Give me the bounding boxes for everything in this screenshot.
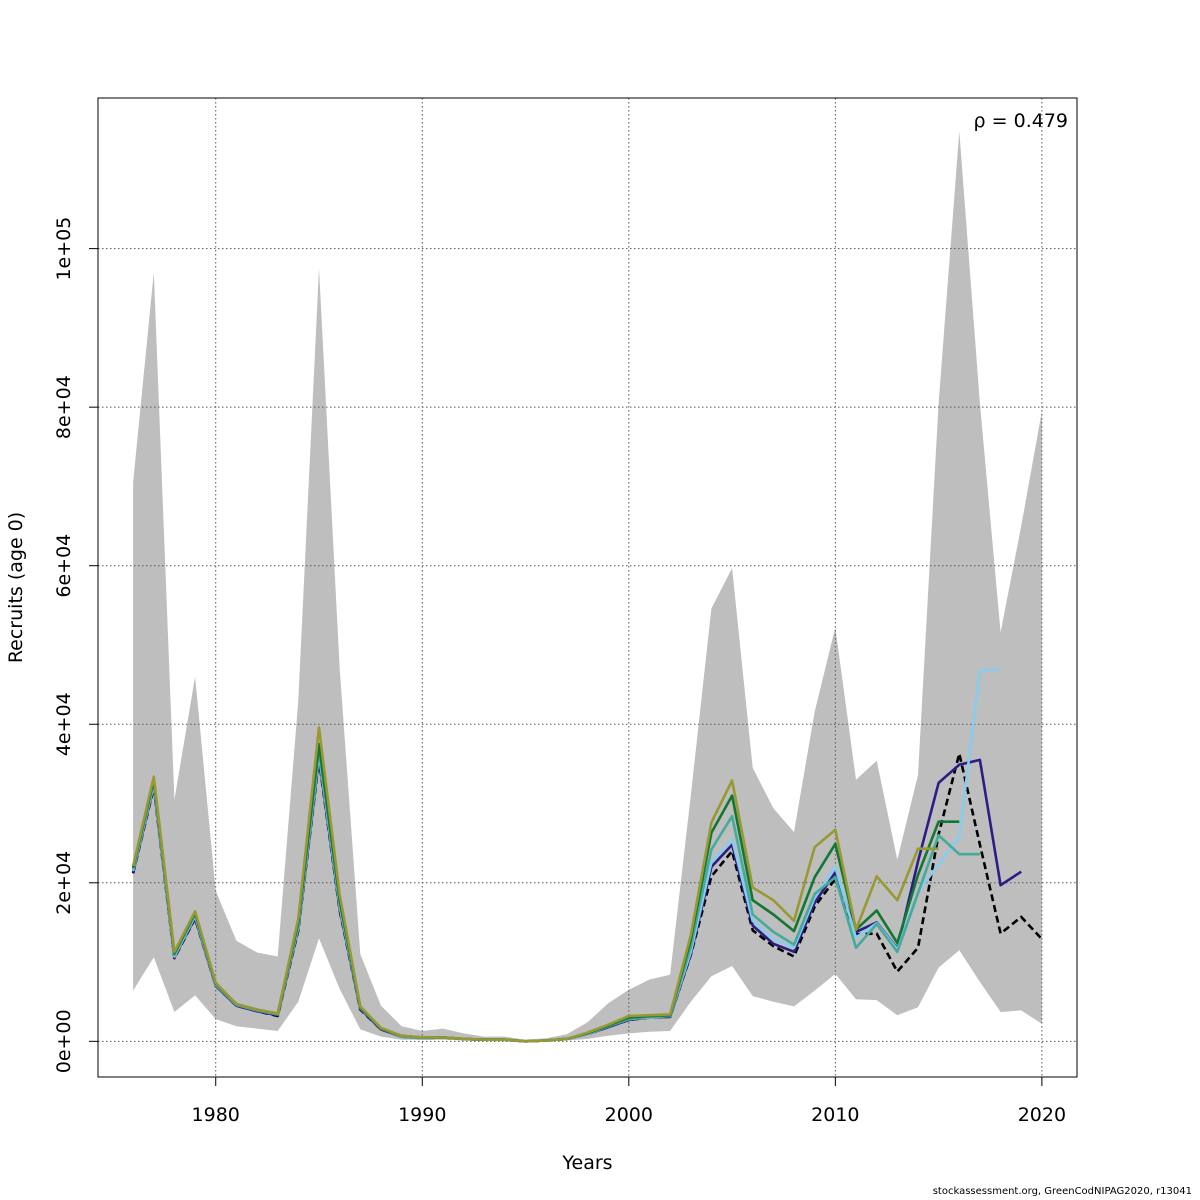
series-layer <box>131 667 1043 1043</box>
x-axis-title: Years <box>561 1152 612 1174</box>
x-tick-label: 1990 <box>398 1104 446 1126</box>
y-tick-label: 1e+05 <box>53 217 75 281</box>
y-axis-title: Recruits (age 0) <box>5 512 27 663</box>
y-tick-label: 2e+04 <box>53 851 75 915</box>
rho-annotation: ρ = 0.479 <box>974 110 1068 132</box>
y-tick-label: 8e+04 <box>53 375 75 439</box>
x-tick-label: 2000 <box>605 1104 653 1126</box>
y-tick-label: 6e+04 <box>53 534 75 598</box>
x-tick-label: 2020 <box>1018 1104 1066 1126</box>
x-axis: 1980 1990 2000 2010 2020 <box>192 1076 1066 1126</box>
y-axis: 0e+00 2e+04 4e+04 6e+04 8e+04 1e+05 <box>53 217 99 1073</box>
y-tick-label: 4e+04 <box>53 692 75 756</box>
series-line-6 <box>131 726 939 1043</box>
confidence-band <box>133 131 1042 1042</box>
grid-layer <box>98 98 1077 1077</box>
x-tick-label: 2010 <box>811 1104 859 1126</box>
y-tick-label: 0e+00 <box>53 1009 75 1073</box>
credit-footer: stockassessment.org, GreenCodNIPAG2020, … <box>932 1186 1192 1197</box>
x-tick-label: 1980 <box>192 1104 240 1126</box>
confidence-band-layer <box>133 131 1042 1042</box>
